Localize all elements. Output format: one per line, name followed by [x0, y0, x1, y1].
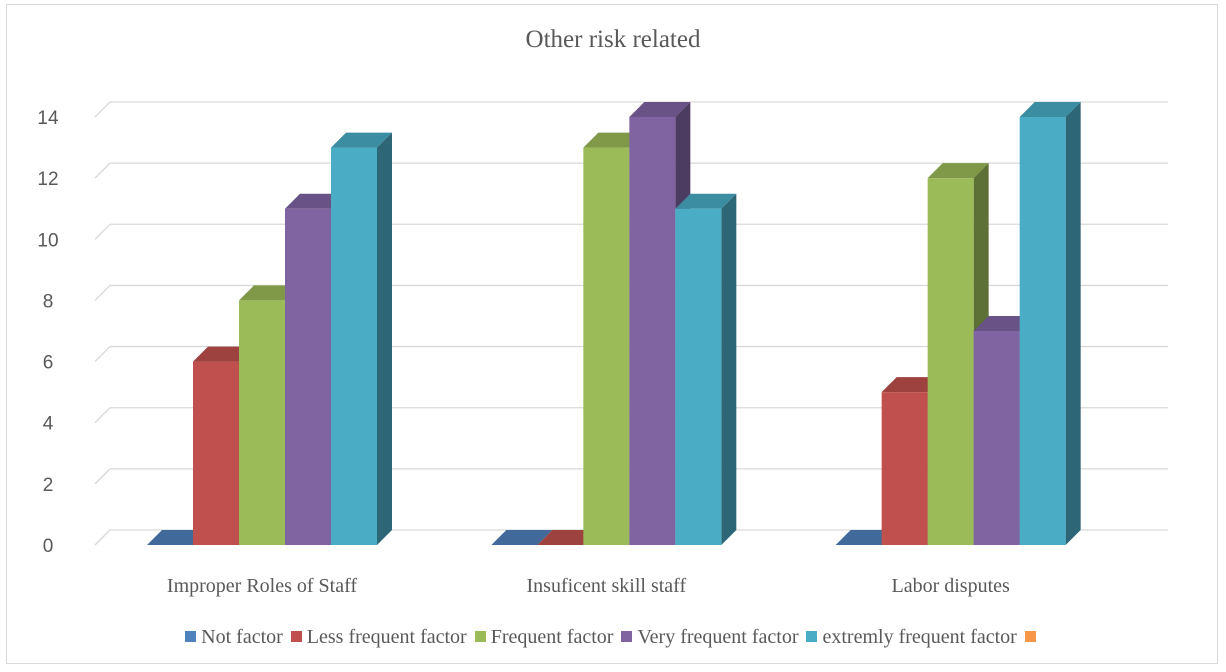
bar-top	[675, 193, 737, 209]
bar-top	[835, 530, 897, 545]
bar-top	[629, 102, 691, 117]
bar-side	[377, 132, 392, 546]
bar-top	[537, 530, 599, 545]
legend-swatch	[290, 631, 302, 642]
y-tick-label: 12	[37, 169, 58, 190]
legend-item: extremly frequent factor	[806, 626, 1017, 649]
legend-item	[1024, 626, 1041, 649]
bar	[629, 117, 676, 545]
bar	[285, 208, 331, 545]
chart-title: Other risk related	[525, 26, 701, 53]
x-category-label: Labor disputes	[892, 575, 1011, 597]
y-tick-label: 4	[43, 414, 54, 435]
bar-top	[973, 316, 1035, 331]
gridline-side	[94, 284, 111, 301]
legend-swatch	[474, 631, 486, 642]
gridline-side	[94, 407, 111, 424]
legend-label: Less frequent factor	[306, 626, 467, 648]
gridline-side	[94, 101, 111, 118]
gridline-side	[94, 223, 111, 240]
y-tick-label: 8	[43, 291, 54, 312]
bar-top	[239, 285, 300, 301]
y-tick-label: 10	[37, 230, 58, 251]
bar-top	[285, 193, 346, 209]
bar-top	[927, 163, 989, 179]
x-category-label: Insuficent skill staff	[527, 575, 687, 597]
y-tick-label: 14	[37, 108, 59, 129]
y-tick-label: 2	[43, 475, 54, 496]
bar-top	[881, 377, 943, 393]
bar-top	[1019, 102, 1081, 117]
bar-top	[147, 530, 208, 545]
bar-top	[193, 346, 254, 362]
chart-legend: Not factor Less frequent factor Frequent f…	[0, 626, 1226, 649]
bar-side	[1065, 102, 1081, 545]
legend-label: Frequent factor	[490, 626, 614, 648]
bar	[239, 300, 285, 545]
bar	[583, 147, 630, 546]
bar	[881, 392, 928, 545]
bar-top	[331, 132, 392, 148]
bar	[1019, 117, 1066, 545]
gridline-side	[94, 529, 111, 546]
legend-swatch	[621, 631, 633, 642]
legend-item: Very frequent factor	[621, 626, 798, 649]
gridline-side	[94, 162, 111, 179]
legend-item: Frequent factor	[474, 626, 614, 649]
y-tick-label: 0	[43, 536, 54, 557]
gridline-side	[94, 346, 111, 363]
legend-label: Very frequent factor	[637, 626, 799, 648]
legend-swatch	[185, 631, 197, 642]
bar	[331, 147, 377, 546]
bar	[675, 208, 722, 545]
legend-item: Less frequent factor	[290, 626, 467, 649]
legend-swatch	[1024, 631, 1036, 642]
chart-plot: 0 2 4 6 8 10 12 14 Improper Roles of Staff Insufi…	[37, 101, 1168, 597]
legend-label: Not factor	[201, 626, 283, 648]
bar-top	[583, 132, 645, 148]
legend-label: extremly frequent factor	[822, 626, 1017, 648]
bar-side	[721, 193, 737, 545]
bar	[927, 178, 974, 545]
bar-top	[491, 530, 553, 545]
legend-swatch	[806, 631, 818, 642]
bar	[193, 361, 239, 545]
y-tick-label: 6	[43, 353, 54, 374]
x-category-label: Improper Roles of Staff	[167, 575, 357, 597]
bar	[973, 331, 1020, 545]
gridline-side	[94, 468, 111, 485]
legend-item: Not factor	[185, 626, 283, 649]
